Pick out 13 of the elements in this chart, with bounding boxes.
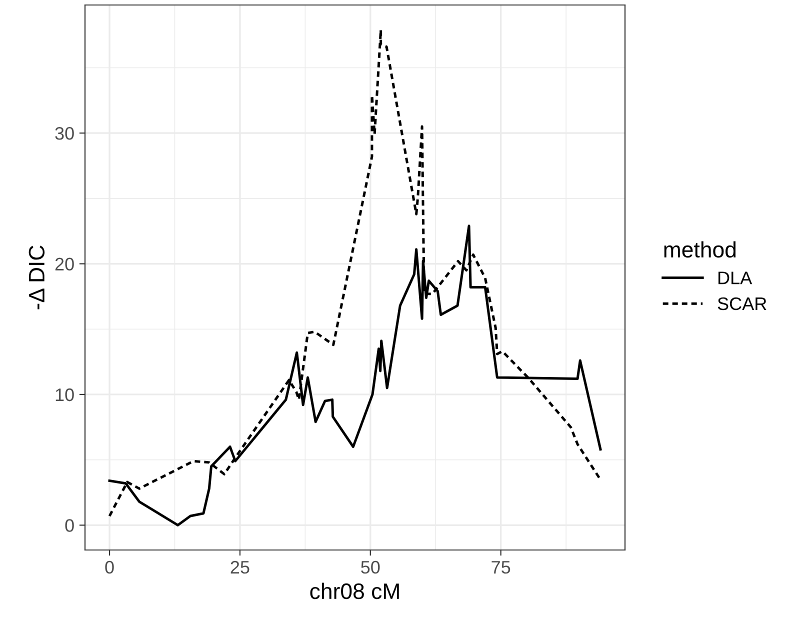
y-tick-label: 10 <box>56 388 74 402</box>
legend-label: DLA <box>718 272 752 284</box>
y-axis-title: -Δ DIC <box>28 246 45 310</box>
legend-title: method <box>664 241 736 258</box>
y-tick-label: 0 <box>65 519 74 532</box>
y-tick-label: 30 <box>55 127 74 140</box>
x-tick-label: 0 <box>105 560 114 574</box>
x-axis-title: chr08 cM <box>310 582 399 600</box>
x-tick-label: 25 <box>230 560 250 574</box>
legend-label: SCAR <box>718 297 766 310</box>
x-tick-label: 75 <box>492 561 510 574</box>
x-tick-label: 50 <box>361 560 380 574</box>
y-tick-label: 20 <box>55 258 74 270</box>
